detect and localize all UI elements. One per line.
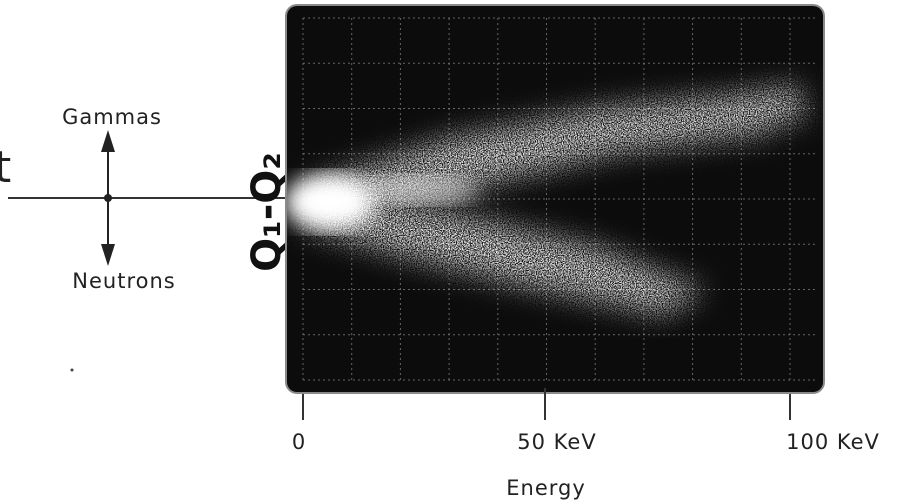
screen <box>287 6 823 392</box>
cloud-core-2 <box>360 176 480 204</box>
gammas-label: Gammas <box>62 105 162 129</box>
neutrons-label: Neutrons <box>72 269 175 293</box>
down-arrowhead <box>101 244 115 266</box>
y-axis-label: Q₁-Q₂ <box>244 152 290 272</box>
x-tick-label: 100 KeV <box>786 430 880 454</box>
x-tick-label: 0 <box>292 430 306 454</box>
cloud-core <box>287 174 375 230</box>
x-axis-label: Energy <box>506 476 586 500</box>
speck <box>70 368 74 372</box>
up-arrowhead <box>101 130 115 152</box>
x-tick-label: 50 KeV <box>517 430 596 454</box>
cut-text: t <box>0 142 11 193</box>
